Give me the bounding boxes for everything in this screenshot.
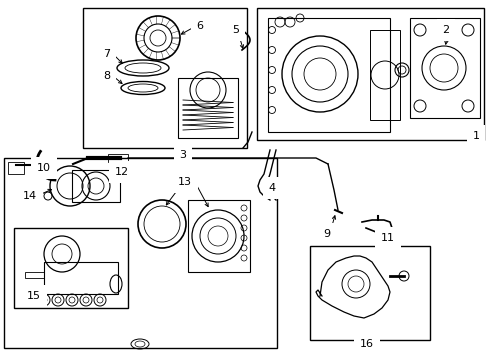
Bar <box>309 246 429 340</box>
Text: 8: 8 <box>103 71 110 81</box>
Bar <box>4 158 276 348</box>
Text: 2: 2 <box>442 25 448 35</box>
Bar <box>72 170 120 202</box>
Bar <box>44 262 118 294</box>
Text: 5: 5 <box>232 25 239 35</box>
Text: 9: 9 <box>323 229 330 239</box>
Text: 3: 3 <box>179 150 186 160</box>
Text: 16: 16 <box>359 339 373 349</box>
Bar <box>83 8 246 148</box>
Bar <box>257 8 483 140</box>
Bar <box>8 162 24 174</box>
Text: 10: 10 <box>37 163 51 173</box>
Bar <box>369 30 399 120</box>
Bar <box>267 18 389 132</box>
Text: 15: 15 <box>27 291 41 301</box>
Bar <box>25 272 44 278</box>
Bar <box>14 228 128 308</box>
Text: 4: 4 <box>268 183 275 193</box>
Bar <box>409 18 479 118</box>
Text: 1: 1 <box>471 131 479 141</box>
Text: 12: 12 <box>115 167 129 177</box>
Text: 6: 6 <box>196 21 203 31</box>
Text: 11: 11 <box>380 233 394 243</box>
Text: 7: 7 <box>103 49 110 59</box>
Bar <box>187 200 249 272</box>
Bar <box>178 78 238 138</box>
Bar <box>108 154 128 162</box>
Text: 13: 13 <box>178 177 192 187</box>
Text: 14: 14 <box>23 191 37 201</box>
